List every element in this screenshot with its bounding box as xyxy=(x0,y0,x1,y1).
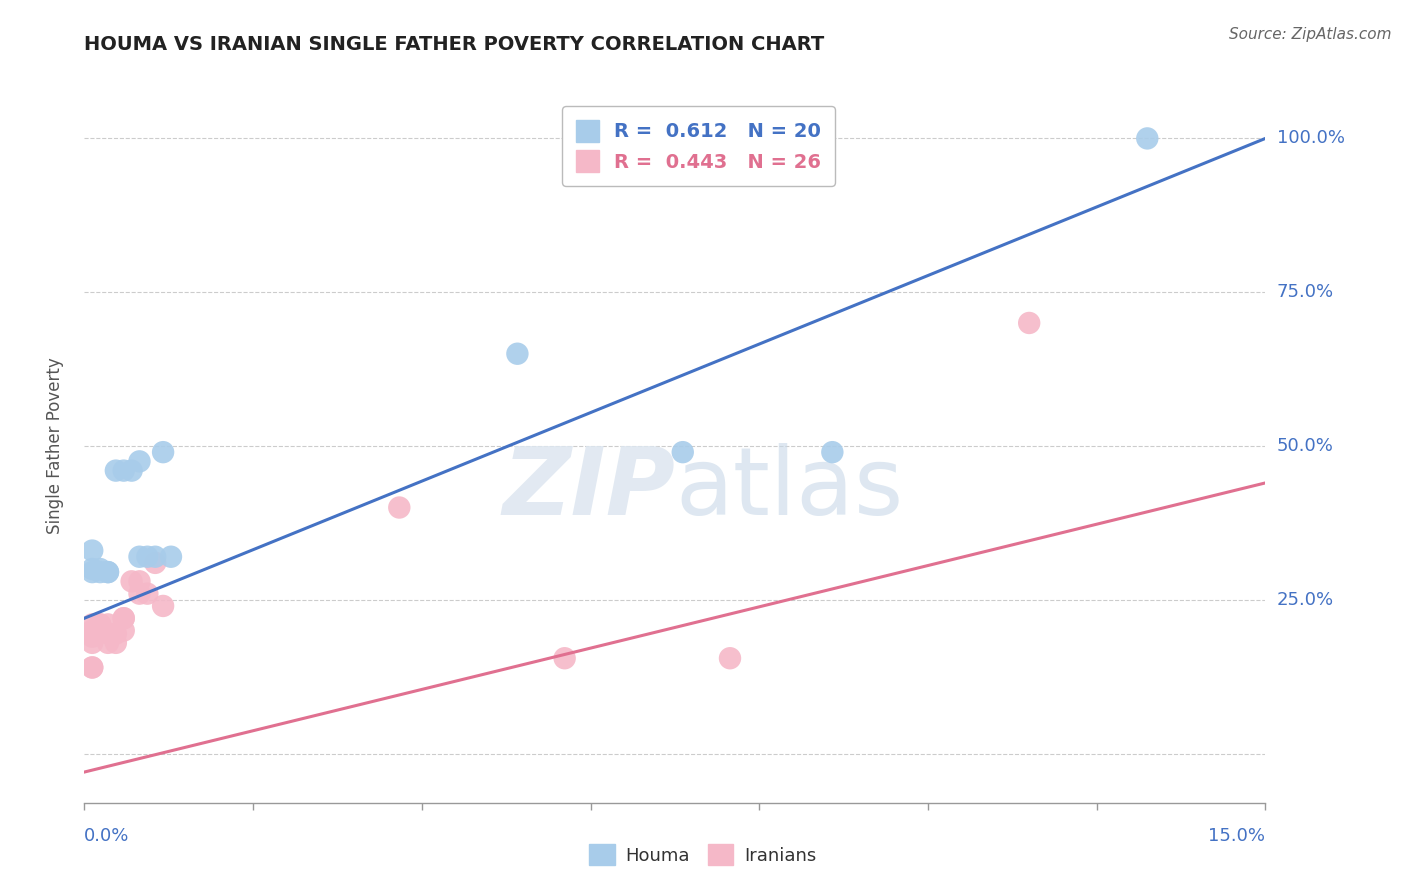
Point xyxy=(1136,131,1159,145)
Text: Source: ZipAtlas.com: Source: ZipAtlas.com xyxy=(1229,27,1392,42)
Point xyxy=(143,556,166,570)
Point xyxy=(121,574,143,589)
Point xyxy=(97,565,120,579)
Point xyxy=(143,549,166,564)
Point xyxy=(136,549,159,564)
Point xyxy=(82,660,104,674)
Point xyxy=(97,636,120,650)
Point xyxy=(128,574,150,589)
Point xyxy=(672,445,695,459)
Point xyxy=(821,445,844,459)
Text: atlas: atlas xyxy=(675,442,903,535)
Point xyxy=(112,464,135,478)
Point xyxy=(121,464,143,478)
Point xyxy=(718,651,741,665)
Text: 25.0%: 25.0% xyxy=(1277,591,1334,609)
Point xyxy=(82,543,104,558)
Point xyxy=(82,565,104,579)
Text: 50.0%: 50.0% xyxy=(1277,437,1333,455)
Point xyxy=(152,445,174,459)
Point xyxy=(89,562,111,576)
Y-axis label: Single Father Poverty: Single Father Poverty xyxy=(45,358,63,534)
Point xyxy=(82,617,104,632)
Legend: R =  0.612   N = 20, R =  0.443   N = 26: R = 0.612 N = 20, R = 0.443 N = 26 xyxy=(562,106,835,186)
Point xyxy=(128,549,150,564)
Text: ZIP: ZIP xyxy=(502,442,675,535)
Point xyxy=(136,587,159,601)
Point xyxy=(128,587,150,601)
Point xyxy=(554,651,576,665)
Point xyxy=(82,562,104,576)
Point xyxy=(112,624,135,638)
Point xyxy=(97,626,120,640)
Point xyxy=(89,617,111,632)
Point xyxy=(112,611,135,625)
Point xyxy=(82,660,104,674)
Text: 0.0%: 0.0% xyxy=(84,828,129,846)
Point xyxy=(104,626,127,640)
Point xyxy=(104,636,127,650)
Legend: Houma, Iranians: Houma, Iranians xyxy=(581,835,825,874)
Point xyxy=(97,565,120,579)
Point xyxy=(89,565,111,579)
Point xyxy=(89,617,111,632)
Text: HOUMA VS IRANIAN SINGLE FATHER POVERTY CORRELATION CHART: HOUMA VS IRANIAN SINGLE FATHER POVERTY C… xyxy=(84,35,824,54)
Point xyxy=(82,630,104,644)
Point xyxy=(82,624,104,638)
Point xyxy=(104,464,127,478)
Text: 100.0%: 100.0% xyxy=(1277,129,1344,147)
Point xyxy=(160,549,183,564)
Point xyxy=(82,636,104,650)
Point xyxy=(506,347,529,361)
Point xyxy=(112,611,135,625)
Point xyxy=(152,599,174,613)
Point xyxy=(388,500,411,515)
Point xyxy=(128,454,150,468)
Point xyxy=(97,617,120,632)
Text: 15.0%: 15.0% xyxy=(1208,828,1265,846)
Text: 75.0%: 75.0% xyxy=(1277,283,1334,301)
Point xyxy=(1018,316,1040,330)
